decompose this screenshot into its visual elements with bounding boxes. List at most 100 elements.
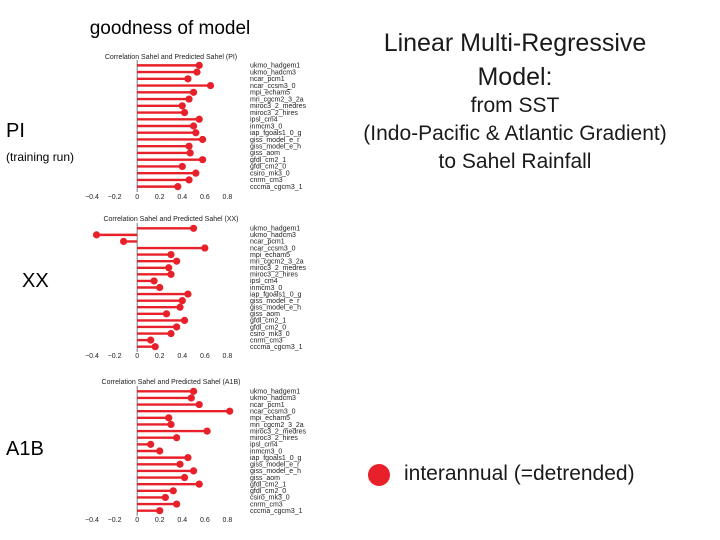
tick-label: 0.4 bbox=[177, 194, 187, 201]
bar-point bbox=[199, 135, 207, 144]
bar-point bbox=[195, 61, 203, 69]
model-label: ukmo_hadcm3 bbox=[250, 395, 296, 402]
bar-point bbox=[162, 310, 171, 318]
model-label: ipsl_cm4 bbox=[250, 117, 278, 124]
legend-marker bbox=[368, 464, 390, 486]
tick-label: 0 bbox=[135, 517, 139, 524]
bar-point bbox=[184, 75, 192, 83]
bar-point bbox=[169, 487, 177, 495]
bar-point bbox=[189, 387, 198, 395]
row-label-pi: PI bbox=[6, 120, 25, 142]
bar-point bbox=[195, 400, 203, 409]
bar-point bbox=[176, 303, 184, 311]
subtitle-line3: to Sahel Rainfall bbox=[438, 150, 592, 173]
bar-point bbox=[185, 142, 193, 150]
model-label: mpi_echam5 bbox=[250, 252, 290, 259]
bar-point bbox=[195, 115, 203, 123]
bar-point bbox=[185, 176, 193, 184]
bar-point bbox=[201, 244, 209, 252]
model-label: miroc3_2_medres bbox=[250, 265, 307, 272]
model-label: miroc3_2_hires bbox=[250, 435, 298, 442]
bar-point bbox=[167, 420, 175, 429]
bar-point bbox=[199, 156, 207, 164]
tick-label: 0.4 bbox=[177, 517, 187, 524]
model-label: miroc3_2_medres bbox=[250, 428, 307, 435]
bar-point bbox=[203, 427, 211, 435]
bar-point bbox=[178, 162, 186, 171]
model-label: giss_model_e_h bbox=[250, 305, 301, 312]
tick-label: 0.6 bbox=[200, 194, 210, 201]
subtitle-line1: from SST bbox=[470, 94, 560, 117]
bar-point bbox=[192, 129, 200, 137]
model-label: ncar_ccsm3_0 bbox=[250, 83, 296, 90]
model-label: cnrm_cm3 bbox=[250, 501, 283, 508]
bar-point bbox=[186, 149, 194, 157]
bar-point bbox=[185, 95, 193, 103]
model-label: ukmo_hadgem1 bbox=[250, 226, 300, 233]
tick-label: 0.2 bbox=[155, 194, 165, 201]
model-label: ncar_pcm1 bbox=[250, 239, 285, 246]
model-label: ukmo_hadcm3 bbox=[250, 69, 296, 76]
model-label: iap_fgoals1_0_g bbox=[250, 291, 301, 298]
chart-title: Correlation Sahel and Predicted Sahel (A… bbox=[102, 379, 241, 386]
model-label: miroc3_2_hires bbox=[250, 272, 298, 279]
right-title: Linear Multi-Regressive Model: bbox=[330, 26, 700, 94]
bar-point bbox=[173, 500, 181, 508]
model-label: gfdl_cm2_0 bbox=[250, 488, 286, 495]
model-label: mpi_echam5 bbox=[250, 415, 290, 422]
bar-point bbox=[189, 224, 198, 232]
bar-point bbox=[178, 297, 186, 305]
model-label: inmcm3_0 bbox=[250, 448, 282, 455]
tick-label: −0.4 bbox=[85, 194, 99, 201]
bar-point bbox=[151, 343, 159, 351]
bar-point bbox=[147, 336, 155, 344]
legend-label: interannual (=detrended) bbox=[404, 462, 635, 485]
model-label: ncar_ccsm3_0 bbox=[250, 245, 296, 252]
right-title-line1: Linear Multi-Regressive bbox=[383, 29, 647, 57]
tick-label: −0.2 bbox=[108, 517, 122, 524]
chart-title: Correlation Sahel and Predicted Sahel (P… bbox=[105, 54, 237, 61]
bar-point bbox=[120, 237, 128, 246]
model-label: miroc3_2_hires bbox=[250, 110, 298, 117]
tick-label: −0.4 bbox=[85, 517, 99, 524]
bar-point bbox=[173, 434, 181, 442]
model-label: ncar_pcm1 bbox=[250, 402, 285, 409]
bar-point bbox=[206, 81, 215, 90]
bar-point bbox=[174, 183, 182, 191]
model-label: ipsl_cm4 bbox=[250, 278, 278, 285]
bar-point bbox=[189, 122, 198, 130]
tick-label: 0.6 bbox=[200, 517, 210, 524]
model-label: ipsl_cm4 bbox=[250, 442, 278, 449]
bar-point bbox=[156, 447, 164, 455]
model-label: ukmo_hadgem1 bbox=[250, 389, 300, 396]
model-label: inmcm3_0 bbox=[250, 123, 282, 130]
model-label: mri_cgcm2_3_2a bbox=[250, 96, 304, 103]
bar-point bbox=[195, 480, 203, 488]
tick-label: 0.8 bbox=[223, 194, 233, 201]
bar-point bbox=[176, 460, 184, 468]
bar-point bbox=[226, 407, 234, 415]
tick-label: −0.2 bbox=[108, 194, 122, 201]
model-label: giss_model_e_h bbox=[250, 468, 301, 475]
tick-label: 0.8 bbox=[223, 517, 233, 524]
chart-title: Correlation Sahel and Predicted Sahel (X… bbox=[103, 216, 238, 223]
bar-point bbox=[192, 169, 200, 177]
model-label: cnrm_cm3 bbox=[250, 337, 283, 344]
model-label: mpi_echam5 bbox=[250, 90, 290, 97]
bar-point bbox=[178, 102, 186, 110]
row-label-pi-note: (training run) bbox=[6, 150, 75, 164]
bar-point bbox=[173, 323, 181, 331]
bar-point bbox=[167, 329, 175, 338]
model-label: iap_fgoals1_0_g bbox=[250, 130, 301, 137]
tick-label: 0 bbox=[135, 194, 139, 201]
right-subtitle: from SST (Indo-Pacific & Atlantic Gradie… bbox=[330, 92, 700, 176]
model-label: ukmo_hadgem1 bbox=[250, 63, 300, 70]
tick-label: −0.2 bbox=[108, 353, 122, 360]
bar-point bbox=[167, 270, 175, 278]
bar-point bbox=[173, 257, 181, 265]
model-label: miroc3_2_medres bbox=[250, 103, 307, 110]
model-label: cnrm_cm3 bbox=[250, 177, 283, 184]
model-label: giss_model_e_r bbox=[250, 137, 300, 144]
model-label: ukmo_hadcm3 bbox=[250, 232, 296, 239]
